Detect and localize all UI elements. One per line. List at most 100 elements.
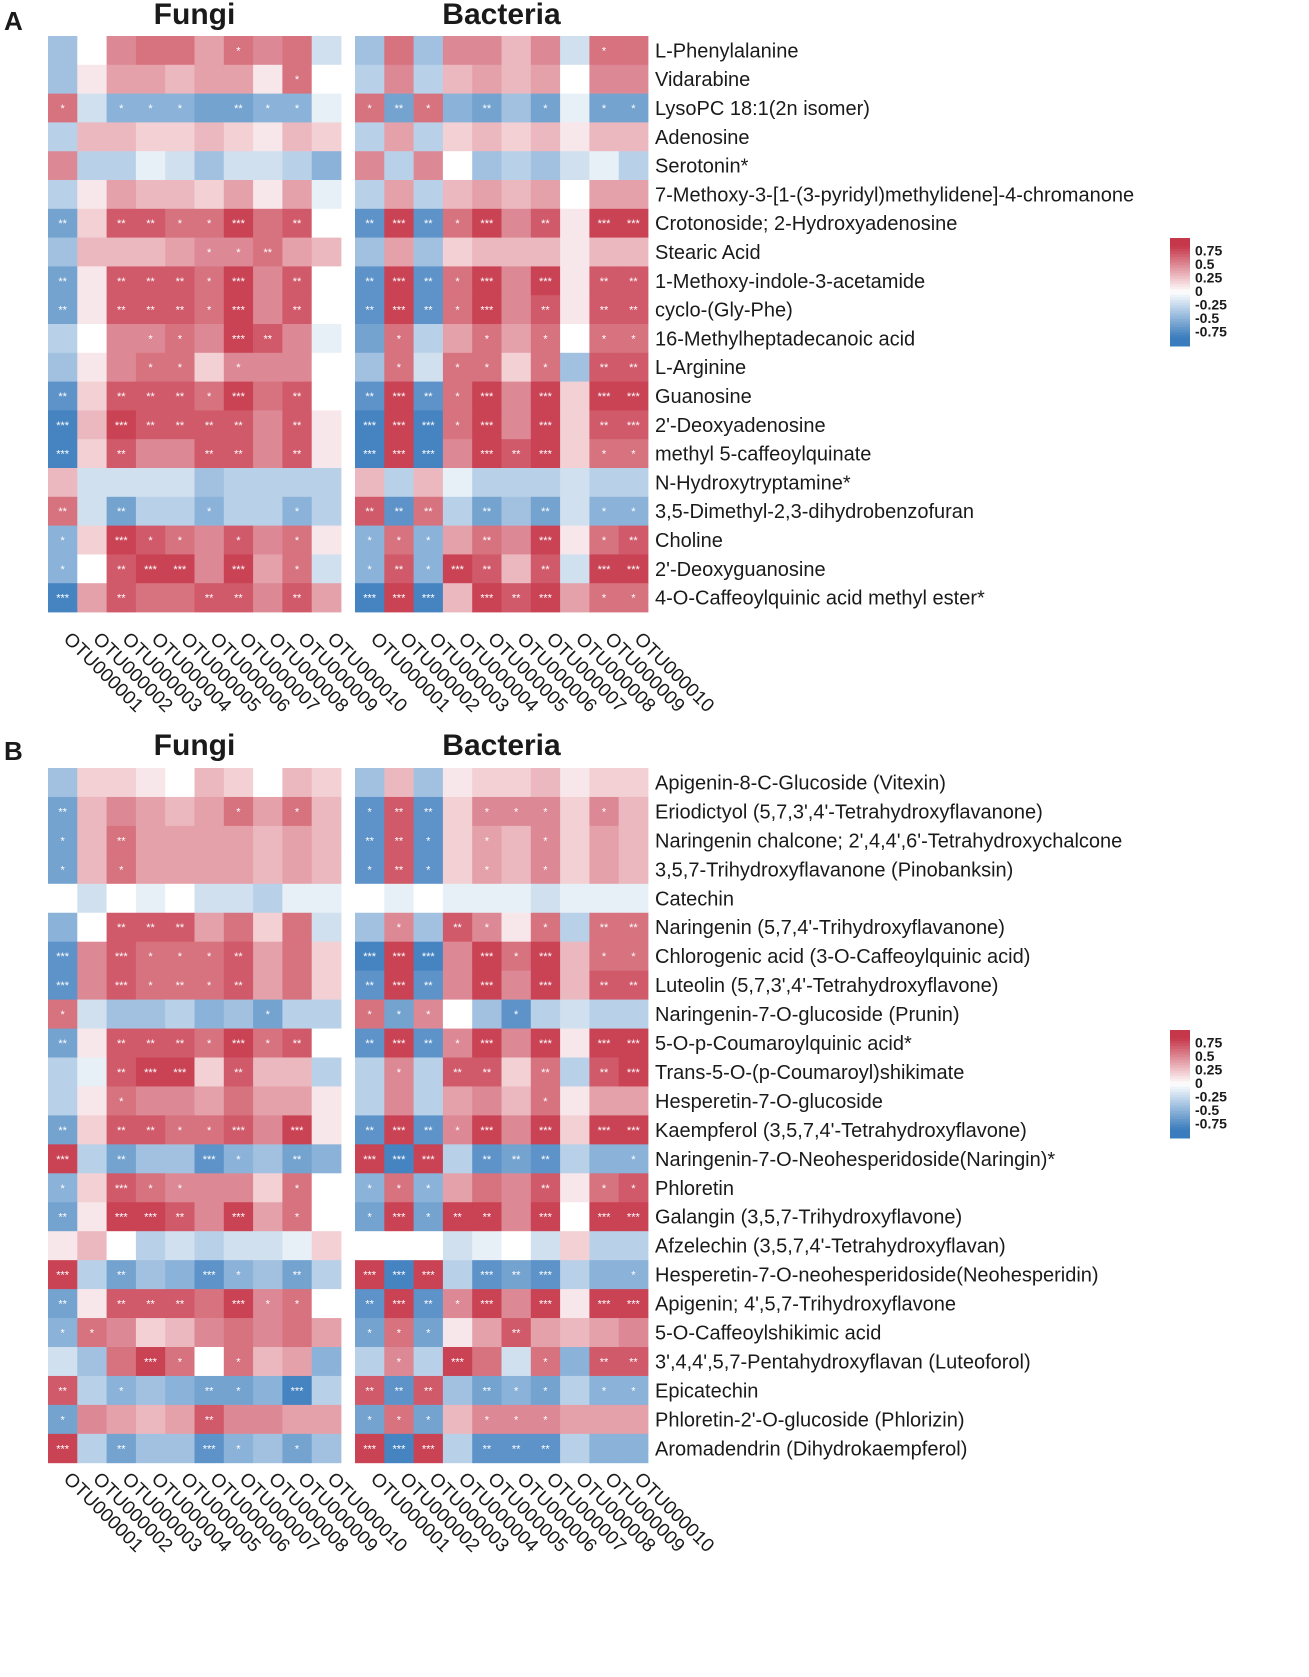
- significance-stars: *: [295, 806, 300, 818]
- heatmap-cell: [253, 208, 283, 238]
- heatmap-cell: [355, 1028, 385, 1058]
- significance-stars: ***: [393, 951, 407, 963]
- heatmap-cell: [282, 1433, 313, 1464]
- heatmap-cell: [77, 1057, 107, 1087]
- heatmap-cell: [413, 1347, 444, 1377]
- heatmap-cell: [282, 525, 313, 555]
- heatmap-cell: [253, 1433, 283, 1464]
- heatmap-cell: [355, 1318, 385, 1348]
- significance-stars: **: [483, 506, 492, 518]
- heatmap-cell: [442, 1375, 473, 1406]
- heatmap-cell: [165, 266, 195, 296]
- legend-color-bar: [1170, 319, 1190, 323]
- heatmap-cell: [194, 525, 225, 555]
- heatmap-cell: [135, 1404, 166, 1435]
- significance-stars: ***: [480, 593, 494, 605]
- heatmap-cell: [384, 854, 414, 885]
- heatmap-cell: [589, 324, 620, 354]
- heatmap-cell: [48, 352, 78, 382]
- heatmap-cell: [355, 796, 385, 827]
- heatmap-cell: [223, 970, 254, 1000]
- heatmap-cell: [472, 1144, 502, 1174]
- significance-stars: **: [146, 276, 155, 288]
- heatmap-cell: [165, 970, 195, 1000]
- heatmap-cell: [589, 237, 620, 267]
- legend-color-bar: [1170, 308, 1190, 312]
- heatmap-cell: [165, 1404, 195, 1435]
- heatmap-cell: [223, 122, 254, 152]
- heatmap-cell: [282, 1404, 313, 1435]
- significance-stars: **: [483, 1385, 492, 1397]
- significance-stars: *: [602, 1385, 607, 1397]
- heatmap-cell: [384, 825, 414, 856]
- legend-color-bar: [1170, 1062, 1190, 1066]
- significance-stars: **: [117, 1154, 126, 1166]
- heatmap-cell: [282, 768, 313, 798]
- significance-stars: ***: [422, 593, 436, 605]
- heatmap-cell: [135, 122, 166, 152]
- heatmap-cell: [618, 1231, 649, 1261]
- heatmap-cell: [282, 324, 313, 354]
- heatmap-cell: [223, 554, 254, 584]
- heatmap-cell: [253, 352, 283, 382]
- heatmap-cell: [253, 854, 283, 885]
- heatmap-cell: [77, 912, 107, 943]
- heatmap-cell: [282, 825, 313, 856]
- heatmap-cell: [223, 999, 254, 1029]
- heatmap-cell: [589, 266, 620, 296]
- significance-stars: *: [602, 1183, 607, 1195]
- heatmap-cell: [165, 1289, 195, 1319]
- heatmap-cell: [413, 1173, 444, 1203]
- heatmap-cell: [77, 1202, 107, 1232]
- heatmap-cell: [253, 468, 283, 498]
- heatmap-cell: [194, 208, 225, 238]
- heatmap-cell: [589, 352, 620, 382]
- heatmap-cell: [77, 410, 107, 440]
- heatmap-cell: [48, 237, 78, 267]
- heatmap-cell: [413, 381, 444, 411]
- heatmap-cell: [560, 583, 590, 613]
- heatmap-cell: [223, 151, 254, 181]
- legend-tick-label: -0.25: [1195, 1089, 1227, 1105]
- heatmap-cell: [618, 1347, 649, 1377]
- heatmap-cell: [589, 1202, 620, 1232]
- heatmap-cell: [501, 768, 532, 798]
- heatmap-cell: [282, 208, 313, 238]
- heatmap-cell: [472, 941, 502, 972]
- significance-stars: **: [483, 564, 492, 576]
- heatmap-cell: [384, 496, 414, 526]
- significance-stars: *: [236, 1385, 241, 1397]
- heatmap-cell: [530, 381, 561, 411]
- significance-stars: **: [424, 391, 433, 403]
- heatmap-cell: [355, 1433, 385, 1464]
- heatmap-cell: [282, 796, 313, 827]
- heatmap-cell: [48, 1347, 78, 1377]
- heatmap-cell: [618, 266, 649, 296]
- heatmap-cell: [194, 1173, 225, 1203]
- legend-color-bar: [1170, 1043, 1190, 1047]
- heatmap-cell: [560, 796, 590, 827]
- significance-stars: ***: [480, 1125, 494, 1137]
- significance-stars: ***: [422, 1443, 436, 1455]
- heatmap-cell: [589, 1318, 620, 1348]
- row-label: Eriodictyol (5,7,3',4'-Tetrahydroxyflava…: [655, 801, 1043, 823]
- significance-stars: **: [629, 922, 638, 934]
- heatmap-cell: [530, 525, 561, 555]
- heatmap-cell: [311, 352, 342, 382]
- heatmap-cell: [413, 1318, 444, 1348]
- significance-stars: ***: [363, 1443, 377, 1455]
- legend-color-bar: [1170, 321, 1190, 325]
- heatmap-cell: [560, 36, 590, 66]
- heatmap-cell: [413, 970, 444, 1000]
- heatmap-cell: [472, 1347, 502, 1377]
- legend-color-bar: [1170, 238, 1190, 242]
- significance-stars: **: [234, 103, 243, 115]
- heatmap-cell: [253, 768, 283, 798]
- heatmap-cell: [253, 64, 283, 94]
- heatmap-cell: [618, 324, 649, 354]
- heatmap-cell: [77, 237, 107, 267]
- heatmap-cell: [442, 64, 473, 94]
- significance-stars: **: [395, 103, 404, 115]
- significance-stars: **: [424, 1038, 433, 1050]
